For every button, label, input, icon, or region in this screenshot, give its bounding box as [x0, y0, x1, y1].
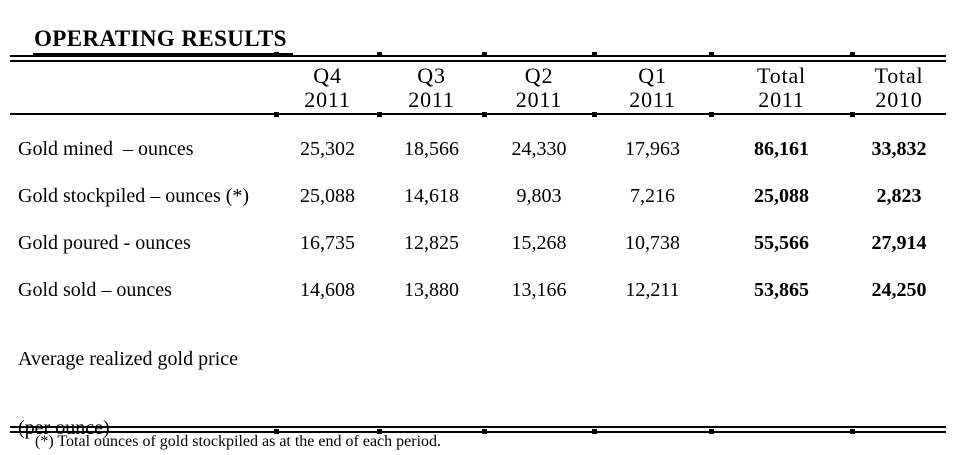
column-header-line1: Q4	[313, 62, 342, 88]
row-label-line2: (per ounce)	[18, 417, 110, 439]
value-cell: 55,566	[754, 232, 809, 254]
value-cell: 18,566	[404, 138, 459, 160]
table-bottom-rule	[10, 426, 946, 433]
value-cell: 27,914	[871, 232, 927, 254]
row-label: Gold stockpiled – ounces (*)	[18, 185, 250, 207]
table-row-gold-stockpiled: Gold stockpiled – ounces (*) 25,088 14,6…	[10, 161, 946, 208]
value-cell: 14,618	[404, 185, 459, 207]
column-header-q3-2011: Q3 2011	[379, 62, 484, 115]
value-cell: 33,832	[871, 138, 927, 160]
value-cell: 13,166	[511, 279, 567, 301]
column-header-line2: 2011	[408, 86, 455, 112]
page-title: OPERATING RESULTS	[33, 26, 293, 55]
value-cell: 24,250	[871, 279, 927, 301]
operating-results-table: Q4 2011 Q3 2011 Q2 2011 Q1 2011 Total	[10, 62, 946, 455]
rule-tick	[850, 52, 855, 57]
rule-tick	[592, 112, 597, 117]
rule-tick	[709, 429, 714, 434]
column-header-line2: 2010	[875, 86, 923, 112]
rule-tick	[482, 429, 487, 434]
column-header-q1-2011: Q1 2011	[594, 62, 711, 115]
value-cell: 25,088	[754, 185, 809, 207]
column-header-q2-2011: Q2 2011	[484, 62, 594, 115]
rule-tick	[850, 112, 855, 117]
table-row-average-realized-price: Average realized gold price (per ounce) …	[10, 302, 946, 455]
footnote: (*) Total ounces of gold stockpiled as a…	[35, 433, 442, 450]
rule-tick	[482, 112, 487, 117]
value-cell: 12,211	[625, 279, 680, 301]
rule-tick	[709, 52, 714, 57]
column-header-q4-2011: Q4 2011	[276, 62, 379, 115]
table-row-gold-sold: Gold sold – ounces 14,608 13,880 13,166 …	[10, 255, 946, 302]
column-header-line1: Q3	[417, 62, 446, 88]
row-label: Gold mined – ounces	[18, 138, 194, 160]
rule-tick	[274, 52, 279, 57]
header-row: Q4 2011 Q3 2011 Q2 2011 Q1 2011 Total	[10, 62, 946, 115]
value-cell: 7,216	[630, 185, 675, 207]
column-header-line2: 2011	[304, 86, 351, 112]
column-header-line1: Q2	[524, 62, 554, 88]
value-cell: 17,963	[625, 138, 680, 160]
value-cell: 14,608	[300, 279, 355, 301]
column-header-line1: Total	[874, 62, 924, 88]
value-cell: 25,088	[300, 185, 355, 207]
rule-tick	[377, 52, 382, 57]
value-cell: 13,880	[404, 279, 459, 301]
value-cell: 15,268	[511, 232, 567, 254]
table-row-gold-mined: Gold mined – ounces 25,302 18,566 24,330…	[10, 114, 946, 161]
column-header-line2: 2011	[629, 86, 676, 112]
value-cell: 25,302	[300, 138, 355, 160]
column-header-line2: 2011	[758, 86, 805, 112]
rule-tick	[592, 52, 597, 57]
rule-tick	[274, 112, 279, 117]
column-header-line1: Total	[757, 62, 806, 88]
value-cell: 9,803	[516, 185, 562, 207]
row-label: Average realized gold price (per ounce)	[10, 302, 276, 455]
rule-tick	[709, 112, 714, 117]
rule-tick	[850, 429, 855, 434]
row-label: Gold poured - ounces	[18, 232, 191, 254]
value-cell: 10,738	[625, 232, 680, 254]
value-cell: 2,823	[876, 185, 922, 207]
column-header-total-2011: Total 2011	[711, 62, 852, 115]
table-top-rule	[10, 55, 946, 62]
value-cell: 24,330	[511, 138, 567, 160]
value-cell: 12,825	[404, 232, 459, 254]
value-cell: 16,735	[300, 232, 355, 254]
value-cell: 53,865	[754, 279, 809, 301]
row-label: Gold sold – ounces	[18, 279, 172, 301]
column-header-line2: 2011	[515, 86, 563, 112]
value-cell: 86,161	[754, 138, 809, 160]
rule-tick	[592, 429, 597, 434]
rule-tick	[377, 112, 382, 117]
column-header-line1: Q1	[638, 62, 667, 88]
rule-tick	[377, 429, 382, 434]
row-label-line1: Average realized gold price	[18, 348, 239, 370]
rule-tick	[274, 429, 279, 434]
label-column-header	[10, 62, 276, 115]
rule-tick	[482, 52, 487, 57]
column-header-total-2010: Total 2010	[852, 62, 946, 115]
table-row-gold-poured: Gold poured - ounces 16,735 12,825 15,26…	[10, 208, 946, 255]
